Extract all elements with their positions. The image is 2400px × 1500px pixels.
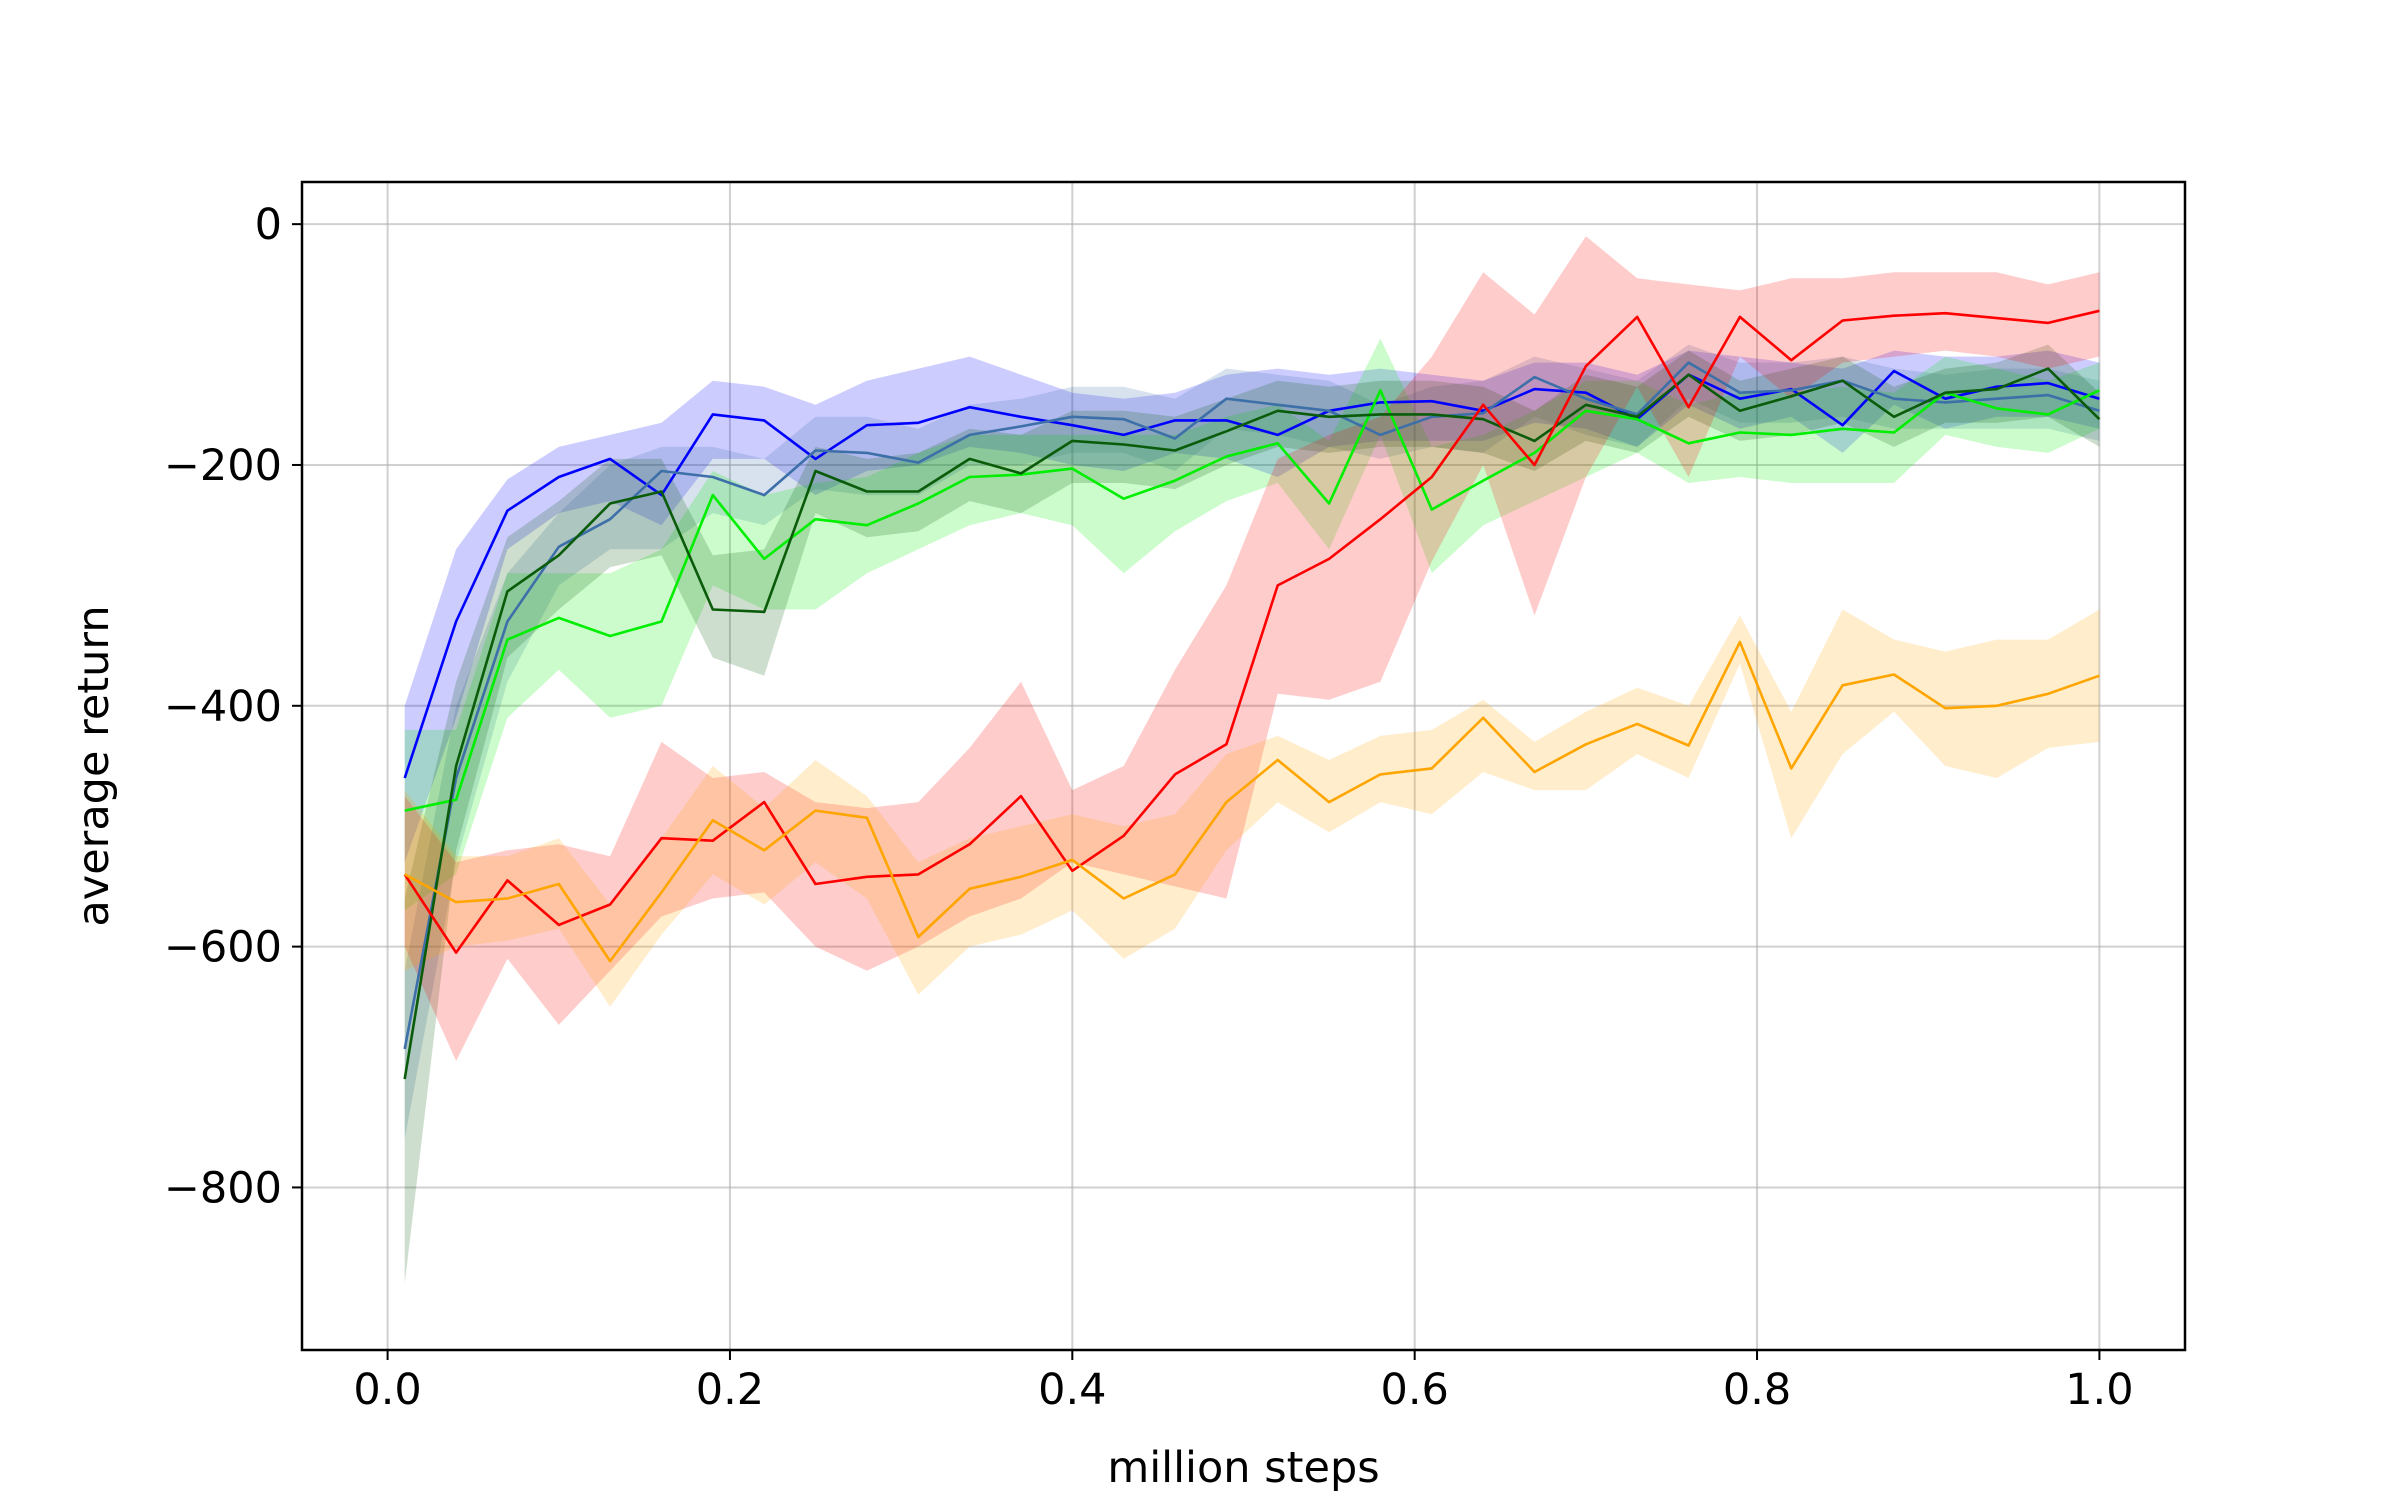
- series-0-line: [403, 369, 2100, 779]
- y-axis-label: average return: [69, 605, 119, 926]
- y-tick-label: 0: [255, 200, 282, 250]
- y-axis-ticks: 0 −200 −400 −600 −800: [164, 200, 302, 1213]
- y-tick-label: −800: [164, 1163, 282, 1213]
- x-tick-label: 0.4: [1038, 1365, 1106, 1415]
- confidence-bands: [404, 236, 2100, 1284]
- series-3-line: [403, 367, 2101, 1080]
- x-tick-label: 1.0: [2065, 1365, 2133, 1415]
- plot-frame: [300, 180, 2187, 1352]
- x-axis-label: million steps: [1107, 1443, 1379, 1493]
- series-4-line: [403, 309, 2100, 954]
- x-tick-label: 0.6: [1380, 1365, 1448, 1415]
- grid-lines: [302, 182, 2185, 1350]
- x-tick-label: 0.2: [696, 1365, 764, 1415]
- x-tick-label: 0.8: [1723, 1365, 1791, 1415]
- series-1-line: [403, 361, 2100, 1050]
- y-tick-label: −600: [164, 923, 282, 973]
- x-tick-label: 0.0: [353, 1365, 421, 1415]
- x-axis-ticks: 0.0 0.2 0.4 0.6 0.8 1.0: [353, 1350, 2134, 1415]
- series-2-band: [404, 338, 2100, 911]
- series-0-band: [404, 350, 2100, 863]
- series-1-band: [404, 344, 2100, 1140]
- series-lines: [403, 309, 2101, 1080]
- series-4-band: [404, 236, 2100, 1061]
- y-tick-label: −200: [164, 441, 282, 491]
- series-5-line: [404, 640, 2100, 963]
- y-tick-label: −400: [164, 682, 282, 732]
- series-2-line: [404, 388, 2100, 812]
- series-5-band: [404, 609, 2100, 1007]
